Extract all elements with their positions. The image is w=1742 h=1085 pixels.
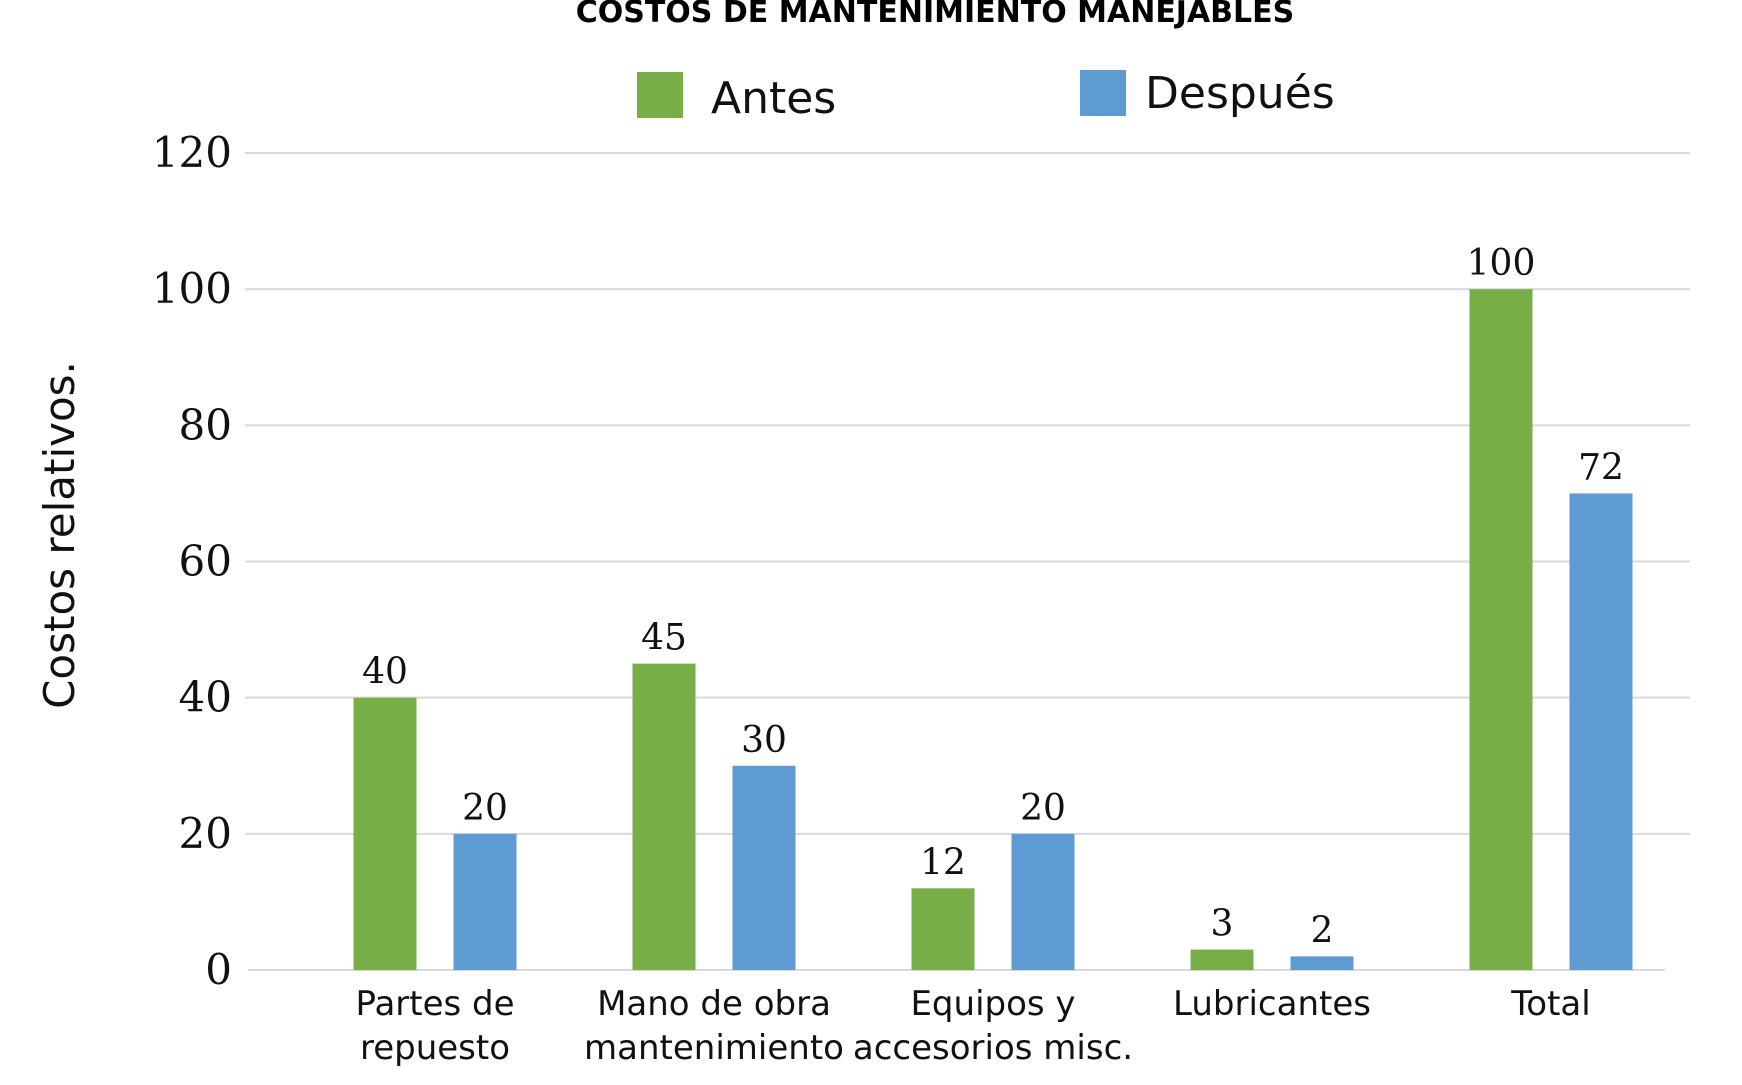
y-tick-label: 80: [179, 400, 232, 449]
data-label: 20: [1020, 788, 1066, 829]
bar-antes-3: [1190, 949, 1254, 970]
data-label: 30: [741, 720, 787, 761]
bar-antes-4: [1469, 289, 1533, 971]
x-tick-label: Total: [1510, 984, 1590, 1024]
chart-title: COSTOS DE MANTENIMIENTO MANEJABLES: [576, 0, 1295, 30]
legend-label-despues: Después: [1145, 68, 1335, 119]
data-label: 100: [1467, 243, 1536, 284]
y-tick-label: 60: [179, 537, 232, 586]
y-tick-label: 20: [179, 809, 232, 858]
bar-despues-0: [453, 833, 517, 970]
x-tick-label: Equipos y accesorios misc.: [853, 984, 1133, 1068]
data-label: 12: [920, 842, 966, 883]
y-tick-label: 0: [205, 945, 232, 994]
x-tick-label: Partes de repuesto: [355, 984, 514, 1068]
y-tick-label: 100: [152, 264, 232, 313]
data-label: 40: [362, 652, 408, 693]
bar-antes-2: [911, 888, 975, 970]
legend: Antes Después: [637, 68, 1335, 124]
data-label: 20: [462, 788, 508, 829]
bar-antes-0: [353, 697, 417, 970]
data-label: 3: [1211, 904, 1234, 945]
bar-despues-1: [732, 765, 796, 970]
bar-antes-1: [632, 663, 696, 970]
y-tick-label: 120: [152, 128, 232, 177]
x-tick-label: Mano de obra mantenimiento: [584, 984, 844, 1068]
y-tick-label: 40: [179, 673, 232, 722]
data-label: 2: [1311, 910, 1334, 951]
data-label: 72: [1578, 447, 1624, 488]
data-labels: 40 20 45 30 12 20 3 2 100 72: [362, 243, 1624, 951]
y-axis: 0 20 40 60 80 100 120: [152, 128, 232, 994]
bar-despues-4: [1569, 493, 1633, 970]
legend-swatch-despues: [1080, 70, 1126, 116]
legend-label-antes: Antes: [711, 73, 836, 124]
bar-despues-2: [1011, 833, 1075, 970]
data-label: 45: [641, 618, 687, 659]
y-axis-label: Costos relativos.: [35, 361, 84, 709]
bars: [353, 289, 1633, 971]
bar-despues-3: [1290, 956, 1354, 970]
x-axis: Partes de repuesto Mano de obra mantenimien…: [355, 984, 1590, 1068]
legend-swatch-antes: [637, 72, 683, 118]
x-tick-label: Lubricantes: [1173, 984, 1371, 1024]
